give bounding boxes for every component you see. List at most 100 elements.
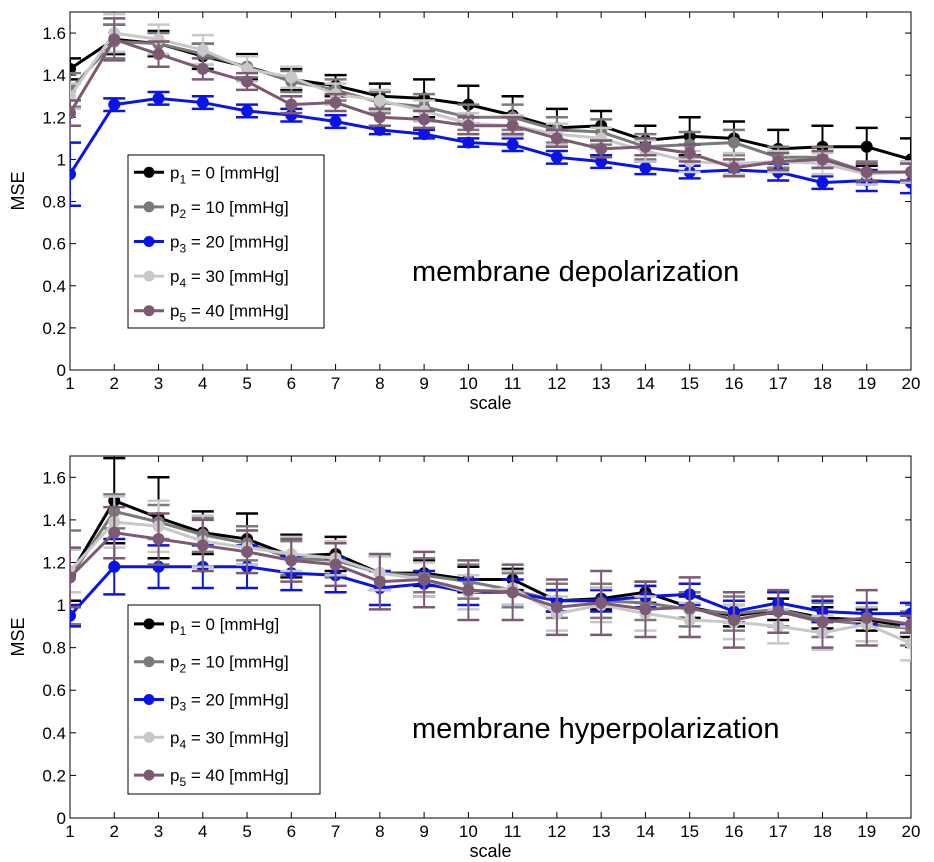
- legend-label: p4 = 30 [mmHg]: [170, 728, 289, 751]
- data-point: [639, 161, 652, 174]
- legend-entry-5: p5 = 40 [mmHg]: [134, 302, 289, 325]
- legend-entry-2: p2 = 10 [mmHg]: [134, 198, 289, 221]
- legend-label: p3 = 20 [mmHg]: [170, 233, 289, 256]
- x-axis-label: scale: [469, 393, 511, 413]
- legend-label: p5 = 40 [mmHg]: [170, 302, 289, 325]
- data-point: [241, 545, 254, 558]
- data-point: [683, 601, 696, 614]
- y-tick-label: 0.2: [42, 766, 66, 785]
- x-tick-label: 20: [902, 822, 921, 841]
- legend-marker: [143, 305, 155, 317]
- y-tick-label: 1: [57, 596, 66, 615]
- y-tick-label: 1.4: [42, 511, 66, 530]
- legend-marker: [143, 270, 155, 282]
- data-point: [418, 573, 431, 586]
- y-tick-label: 0.6: [42, 681, 66, 700]
- data-point: [639, 140, 652, 153]
- x-tick-label: 4: [198, 822, 207, 841]
- y-tick-label: 0.8: [42, 193, 66, 212]
- legend-marker: [143, 656, 155, 668]
- x-tick-label: 15: [680, 822, 699, 841]
- series-line: [70, 37, 911, 174]
- series-5: [70, 505, 911, 649]
- y-tick-label: 0: [57, 809, 66, 828]
- series-line: [70, 531, 911, 626]
- data-point: [329, 96, 342, 109]
- data-point: [816, 176, 829, 189]
- x-tick-label: 8: [375, 822, 384, 841]
- x-tick-label: 17: [769, 374, 788, 393]
- x-tick-label: 19: [857, 374, 876, 393]
- data-point: [285, 98, 298, 111]
- data-point: [905, 637, 911, 650]
- legend-label: p2 = 10 [mmHg]: [170, 198, 289, 221]
- x-tick-label: 6: [287, 374, 296, 393]
- data-point: [683, 147, 696, 160]
- data-point: [373, 94, 386, 107]
- x-tick-label: 12: [547, 374, 566, 393]
- data-point: [70, 168, 76, 181]
- chart-panel-2: 1 2 3 4 5 6 7 8 9 10 11 12 13 14 15 16 17 18 19 2000.20.40.…: [8, 455, 921, 861]
- y-tick-label: 0.4: [42, 277, 66, 296]
- x-tick-label: 6: [287, 822, 296, 841]
- panel-annotation: membrane hyperpolarization: [412, 713, 780, 745]
- data-point: [905, 618, 911, 631]
- data-point: [550, 151, 563, 164]
- x-tick-label: 5: [242, 374, 251, 393]
- data-point: [462, 584, 475, 597]
- x-tick-label: 3: [154, 822, 163, 841]
- data-point: [727, 161, 740, 174]
- data-layer: [70, 456, 911, 662]
- data-point: [506, 138, 519, 151]
- legend-entry-3: p3 = 20 [mmHg]: [134, 691, 289, 714]
- y-tick-label: 1.2: [42, 553, 66, 572]
- x-tick-label: 5: [242, 822, 251, 841]
- x-tick-label: 2: [110, 374, 119, 393]
- data-point: [108, 560, 121, 573]
- x-tick-label: 3: [154, 374, 163, 393]
- data-point: [329, 115, 342, 128]
- data-point: [196, 539, 209, 552]
- y-tick-label: 1.6: [42, 24, 66, 43]
- data-point: [550, 601, 563, 614]
- x-tick-label: 8: [375, 374, 384, 393]
- legend-entry-2: p2 = 10 [mmHg]: [134, 653, 289, 676]
- legend-marker: [143, 731, 155, 743]
- x-tick-label: 4: [198, 374, 207, 393]
- data-point: [285, 71, 298, 84]
- data-point: [506, 586, 519, 599]
- data-point: [70, 90, 76, 103]
- legend-label: p3 = 20 [mmHg]: [170, 691, 289, 714]
- y-tick-label: 1.2: [42, 108, 66, 127]
- x-tick-label: 11: [504, 822, 522, 841]
- data-point: [418, 113, 431, 126]
- legend-marker: [143, 201, 155, 213]
- x-axis-label: scale: [469, 841, 511, 861]
- legend-label: p2 = 10 [mmHg]: [170, 653, 289, 676]
- data-point: [152, 533, 165, 546]
- data-point: [462, 136, 475, 149]
- data-point: [772, 155, 785, 168]
- y-tick-label: 0: [57, 361, 66, 380]
- x-tick-label: 16: [724, 822, 743, 841]
- x-tick-label: 10: [459, 374, 478, 393]
- legend-marker: [143, 618, 155, 630]
- x-tick-label: 2: [110, 822, 119, 841]
- legend-entry-4: p4 = 30 [mmHg]: [134, 728, 289, 751]
- x-tick-label: 15: [680, 374, 699, 393]
- data-point: [70, 107, 76, 120]
- x-tick-label: 13: [592, 822, 611, 841]
- data-point: [152, 48, 165, 61]
- y-axis-label: MSE: [8, 171, 28, 210]
- chart-panel-1: 1 2 3 4 5 6 7 8 9 10 11 12 13 14 15 16 17 18 19 2000.20.40.…: [8, 11, 920, 413]
- data-point: [241, 75, 254, 88]
- x-tick-label: 11: [504, 374, 522, 393]
- data-point: [108, 33, 121, 46]
- data-point: [462, 119, 475, 132]
- data-point: [285, 554, 298, 567]
- y-tick-label: 1: [57, 150, 66, 169]
- data-point: [816, 153, 829, 166]
- data-point: [418, 128, 431, 141]
- y-tick-label: 1.4: [42, 66, 66, 85]
